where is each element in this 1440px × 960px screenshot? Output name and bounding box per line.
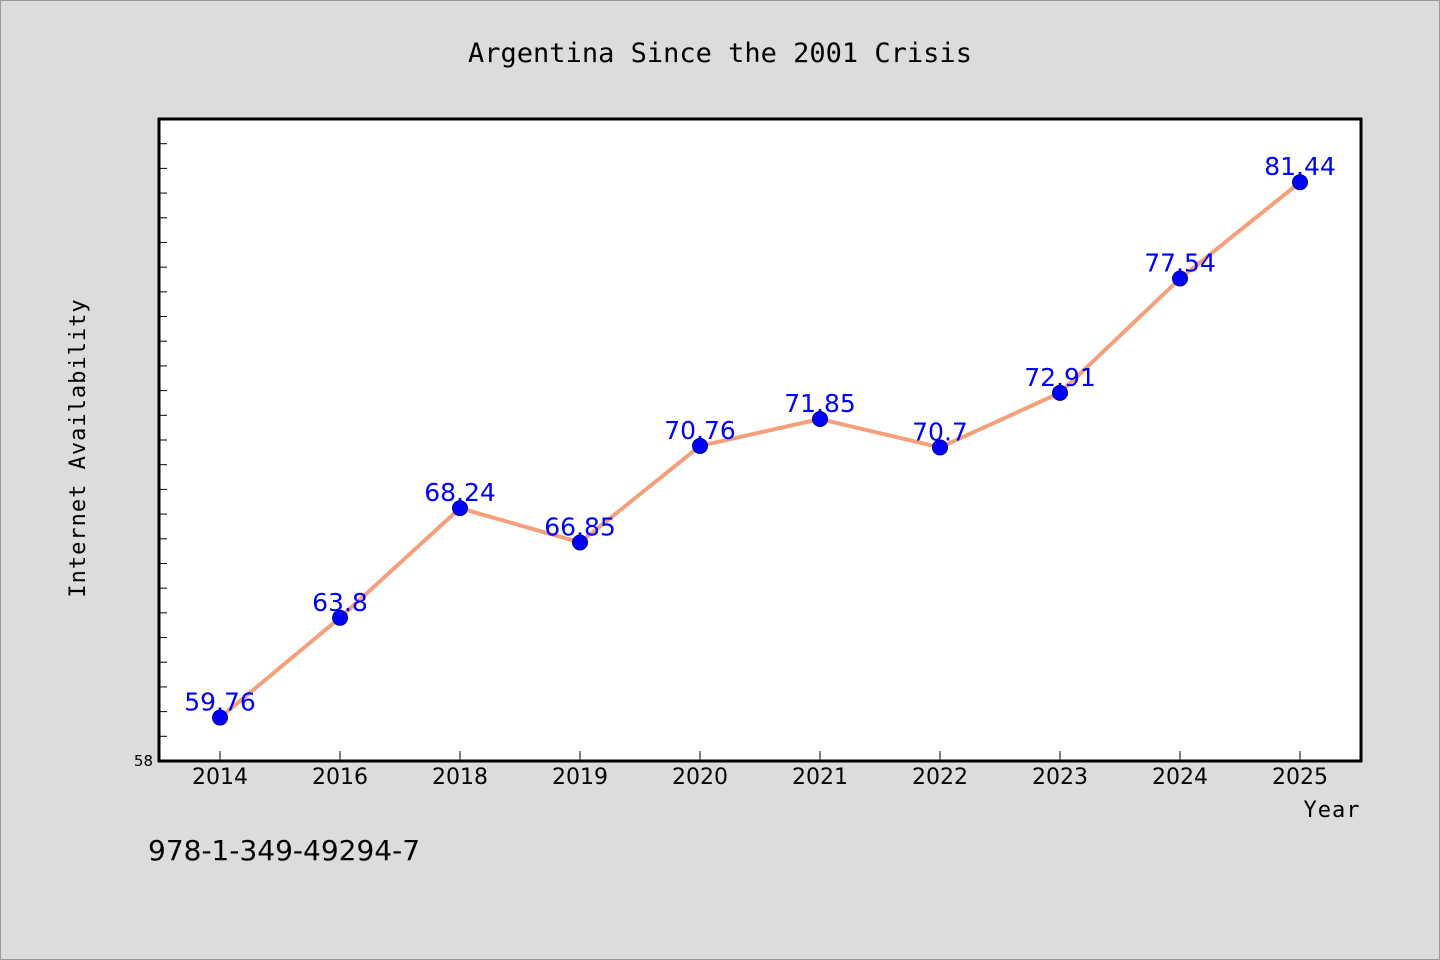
y-axis-label: Internet Availability — [66, 298, 91, 597]
isbn-annotation: 978-1-349-49294-7 — [148, 834, 421, 867]
data-label: 70.76 — [664, 416, 736, 445]
data-point — [692, 437, 708, 454]
x-tick-label: 2014 — [192, 765, 248, 790]
y-axis-ticks: 58 — [134, 143, 167, 770]
data-point — [572, 534, 588, 551]
data-label: 77.54 — [1144, 249, 1216, 278]
x-tick-label: 2025 — [1272, 765, 1328, 790]
data-label: 66.85 — [544, 512, 616, 541]
data-point — [212, 709, 228, 726]
data-point — [452, 500, 468, 517]
data-label: 70.7 — [912, 417, 968, 446]
data-point — [1172, 270, 1188, 287]
data-point — [932, 439, 948, 456]
data-label: 71.85 — [784, 389, 856, 418]
plot-area — [157, 117, 1363, 763]
x-tick-label: 2021 — [792, 765, 848, 790]
data-label: 59.76 — [184, 688, 256, 717]
data-label: 68.24 — [424, 478, 496, 507]
x-tick-label: 2022 — [912, 765, 968, 790]
data-point — [332, 609, 348, 626]
data-label: 81.44 — [1264, 152, 1336, 181]
data-points — [212, 174, 1308, 726]
x-tick-label: 2018 — [432, 765, 488, 790]
data-label: 63.8 — [312, 588, 368, 617]
x-tick-label: 2023 — [1032, 765, 1088, 790]
data-labels: 59.76 63.8 68.24 66.85 70.76 71.85 70.7 72.91 77… — [184, 152, 1336, 716]
data-point — [1292, 174, 1308, 191]
x-tick-label: 2024 — [1152, 765, 1208, 790]
data-point — [812, 411, 828, 428]
x-tick-label: 2019 — [552, 765, 608, 790]
x-axis-label: Year — [1304, 798, 1361, 823]
series-line — [218, 180, 1302, 720]
y-tick-label: 58 — [134, 752, 153, 770]
x-tick-label: 2016 — [312, 765, 368, 790]
x-tick-label: 2020 — [672, 765, 728, 790]
chart-title: Argentina Since the 2001 Crisis — [468, 38, 972, 69]
data-label: 72.91 — [1024, 363, 1096, 392]
x-axis-ticks: 2014 2016 2018 2019 2020 2021 2022 2023 2024 2025 — [192, 751, 1328, 790]
data-point — [1052, 384, 1068, 401]
